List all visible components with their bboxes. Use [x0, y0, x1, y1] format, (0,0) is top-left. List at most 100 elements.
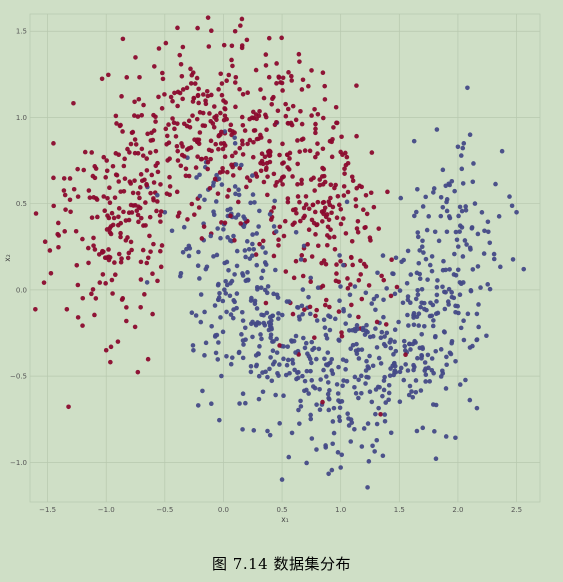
red-data-point [216, 87, 221, 92]
blue-data-point [378, 361, 384, 366]
blue-data-point [243, 400, 248, 406]
blue-data-point [411, 312, 416, 318]
red-data-point [75, 166, 80, 172]
blue-data-point [435, 278, 440, 283]
blue-data-point [267, 211, 273, 217]
red-data-point [89, 150, 94, 155]
red-data-point [371, 204, 377, 210]
red-data-point [341, 193, 347, 198]
red-data-point [173, 134, 179, 139]
blue-data-point [352, 384, 357, 390]
red-data-point [247, 178, 253, 183]
red-data-point [361, 207, 366, 213]
x-axis-label: x₁ [281, 515, 288, 524]
blue-data-point [346, 416, 351, 421]
red-data-point [261, 95, 267, 101]
blue-data-point [195, 263, 201, 268]
blue-data-point [232, 141, 238, 146]
red-data-point [329, 154, 335, 160]
red-data-point [177, 90, 183, 96]
red-data-point [258, 168, 264, 174]
blue-data-point [227, 238, 233, 243]
red-data-point [116, 214, 121, 220]
red-data-point [175, 214, 181, 219]
blue-data-point [447, 215, 453, 221]
red-data-point [262, 154, 268, 160]
red-data-point [285, 120, 291, 126]
blue-data-point [433, 311, 439, 317]
red-data-point [133, 55, 138, 60]
red-data-point [239, 43, 245, 48]
blue-data-point [295, 305, 301, 310]
red-data-point [100, 272, 106, 277]
red-data-point [358, 272, 364, 277]
blue-data-point [407, 383, 413, 389]
red-data-point [281, 233, 287, 239]
red-data-point [205, 15, 211, 20]
blue-data-point [307, 356, 313, 362]
blue-data-point [510, 257, 516, 262]
blue-data-point [415, 187, 420, 192]
red-data-point [233, 104, 238, 110]
blue-data-point [308, 311, 313, 317]
blue-data-point [370, 334, 376, 339]
red-data-point [280, 141, 285, 147]
blue-data-point [419, 286, 425, 292]
red-data-point [82, 149, 88, 155]
red-data-point [122, 176, 128, 181]
blue-data-point [216, 176, 222, 182]
red-data-point [358, 258, 363, 264]
red-data-point [197, 130, 203, 135]
blue-data-point [274, 292, 280, 298]
red-data-point [129, 210, 135, 215]
blue-data-point [222, 287, 227, 293]
blue-data-point [242, 216, 248, 222]
red-data-point [87, 195, 93, 200]
red-data-point [338, 221, 344, 227]
blue-data-point [388, 430, 394, 436]
blue-data-point [178, 270, 184, 276]
red-data-point [164, 133, 170, 139]
blue-data-point [298, 398, 303, 404]
red-data-point [345, 286, 351, 291]
red-data-point [239, 114, 245, 120]
blue-data-point [388, 345, 394, 351]
blue-data-point [438, 194, 444, 200]
red-data-point [340, 152, 345, 158]
red-data-point [293, 258, 299, 264]
blue-data-point [467, 132, 473, 137]
red-data-point [259, 151, 265, 157]
red-data-point [143, 200, 148, 205]
blue-data-point [397, 288, 403, 293]
red-data-point [306, 83, 311, 89]
blue-data-point [155, 192, 160, 198]
red-data-point [188, 66, 193, 72]
blue-data-point [367, 389, 373, 395]
red-data-point [266, 74, 272, 80]
blue-data-point [232, 299, 237, 305]
blue-data-point [430, 302, 436, 308]
blue-data-point [405, 312, 410, 318]
blue-data-point [181, 224, 187, 230]
blue-data-point [254, 285, 260, 290]
red-data-point [342, 171, 347, 176]
blue-data-point [269, 325, 274, 331]
red-data-point [132, 137, 138, 142]
blue-data-point [246, 247, 252, 252]
blue-data-point [476, 324, 481, 330]
blue-data-point [180, 249, 186, 255]
blue-data-point [419, 331, 425, 337]
blue-data-point [254, 306, 260, 311]
red-data-point [300, 273, 306, 279]
blue-data-point [416, 323, 422, 328]
tick-labels: −1.5 −1.0 −0.5 0.0 0.5 1.0 1.5 2.0 2.5 −1.0 −0.5 0.… [10, 28, 522, 514]
blue-data-point [232, 184, 238, 189]
blue-data-point [254, 231, 259, 236]
red-data-point [107, 200, 113, 206]
red-data-point [247, 137, 253, 143]
red-data-point [290, 103, 296, 109]
red-data-point [151, 112, 156, 118]
blue-data-point [403, 362, 408, 367]
blue-data-point [330, 441, 335, 447]
blue-data-point [336, 414, 342, 420]
